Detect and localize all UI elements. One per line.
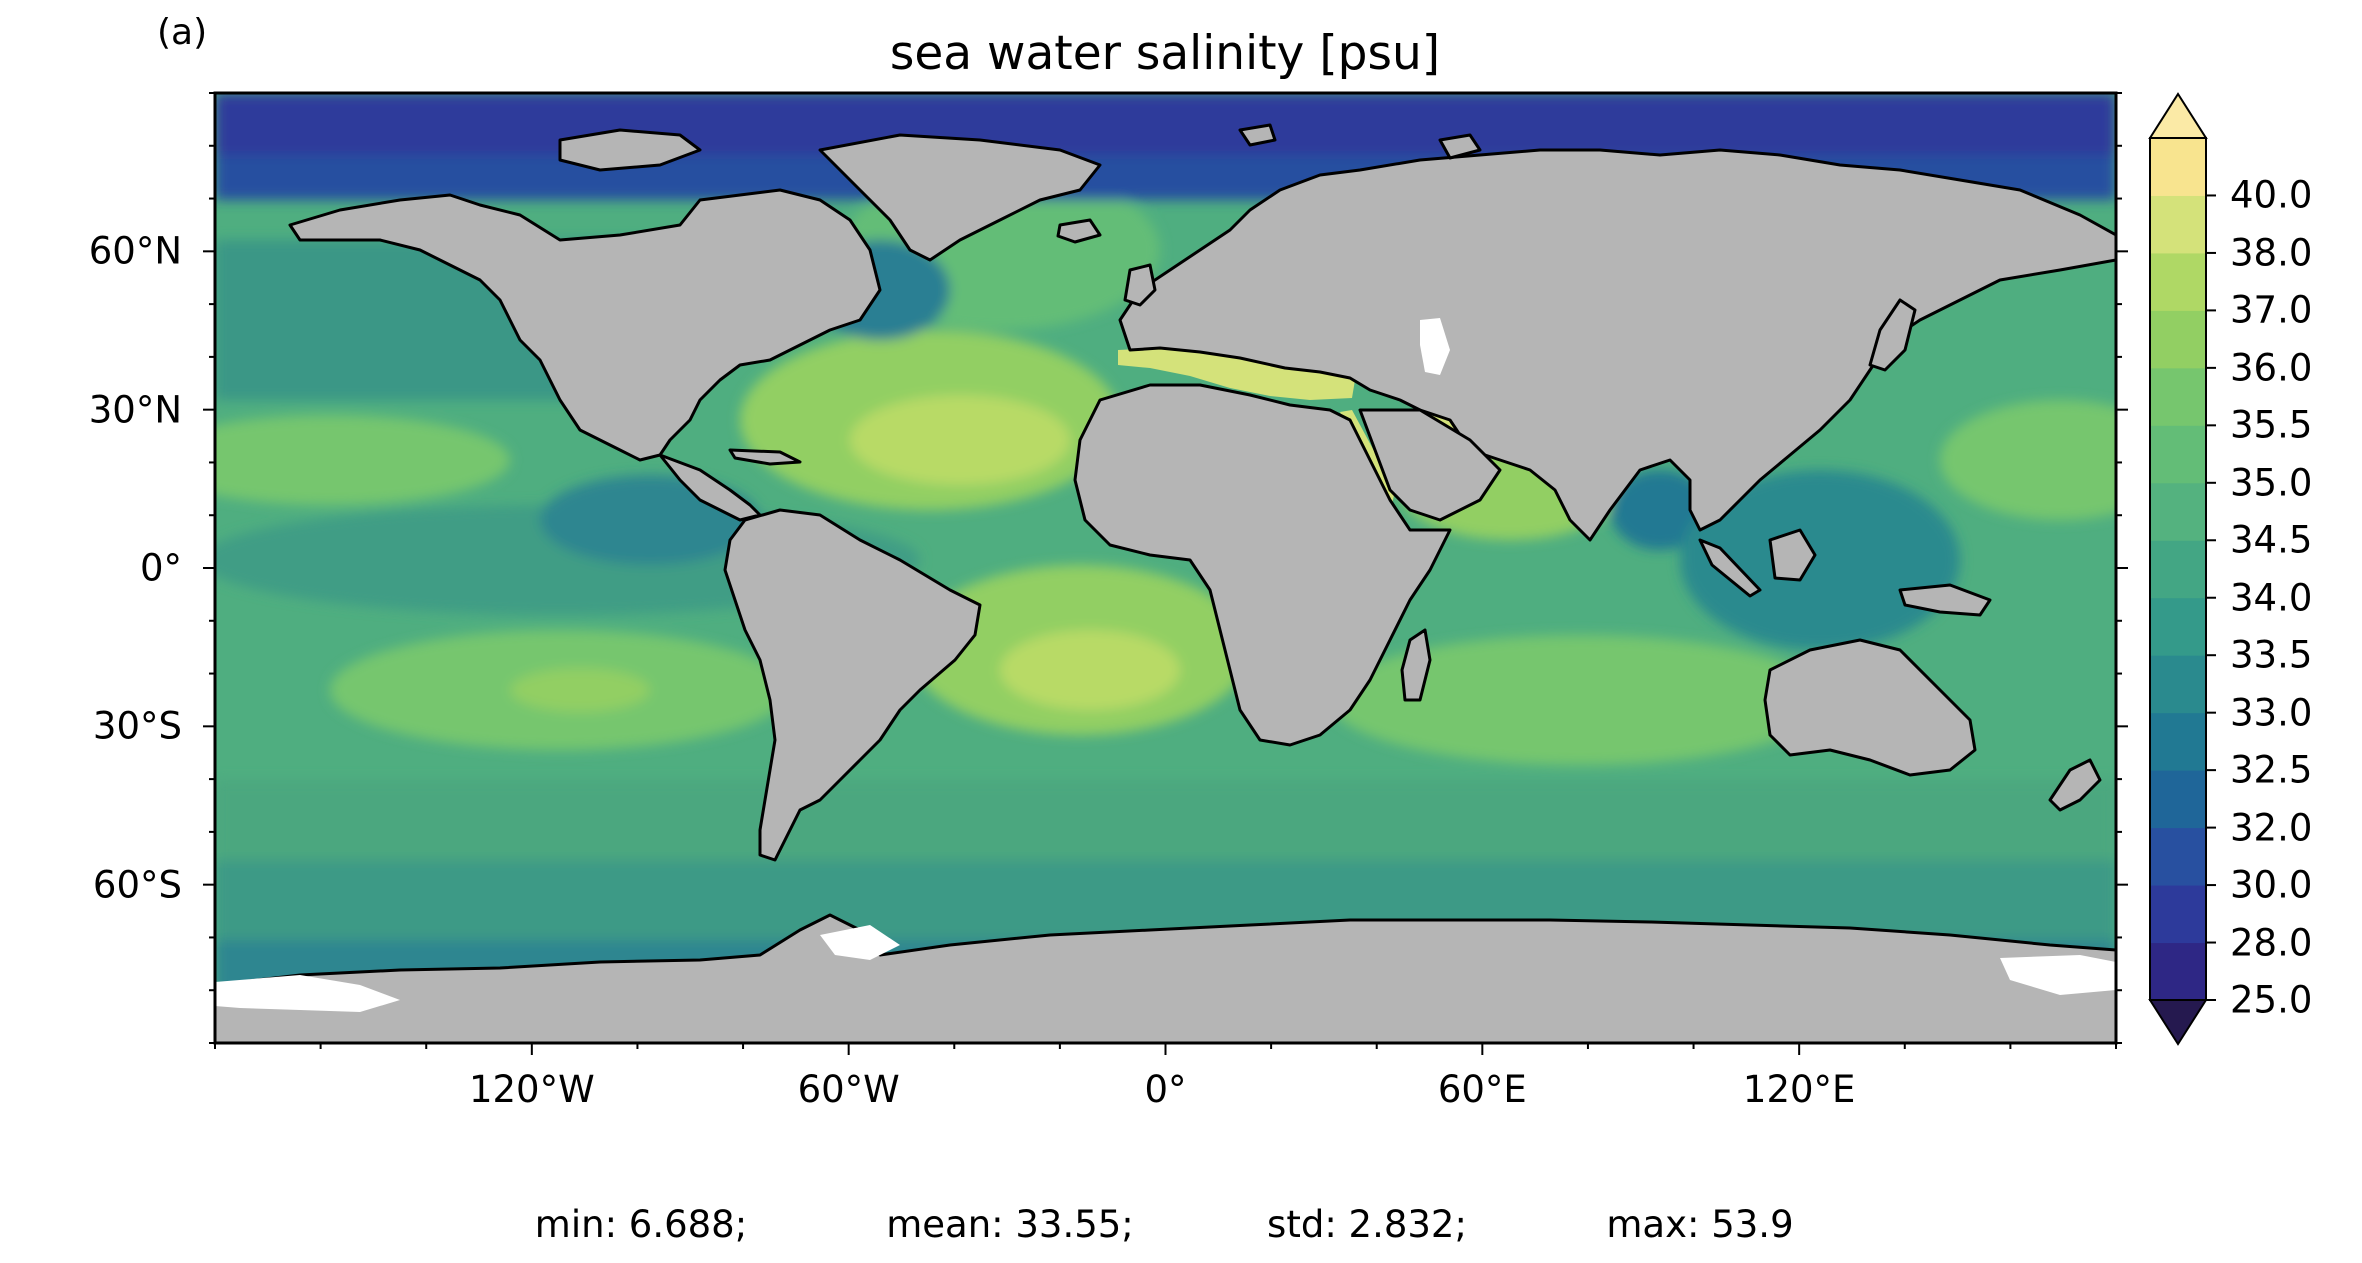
colorbar-segment [2150,655,2206,714]
colorbar-tick-label: 28.0 [2230,921,2313,965]
map-title: sea water salinity [psu] [889,26,1441,81]
colorbar-tick-label: 32.5 [2230,748,2313,792]
colorbar-tick-label: 33.5 [2230,633,2313,677]
colorbar-tick-label: 36.0 [2230,346,2313,390]
lat-tick-label: 0° [139,546,182,590]
lat-tick-label: 60°S [92,863,182,907]
colorbar-segment [2150,425,2206,484]
west-pacific-high [1940,400,2116,520]
north-pacific-gyre [215,415,510,505]
continent-antarctica [215,913,2116,1043]
colorbar-tick-label: 34.5 [2230,518,2313,562]
lat-tick-label: 60°N [88,229,182,273]
colorbar [2148,92,2216,1046]
island-iceland [1056,218,1102,244]
south-atlantic-max [1000,630,1180,710]
colorbar-segment [2150,138,2206,196]
mediterranean-sea [1118,348,1355,400]
colorbar-tick-label: 34.0 [2230,576,2313,620]
maritime-continent [1680,470,1960,650]
continent-australia [1763,638,1977,777]
colorbar-segment [2150,195,2206,254]
colorbar-tick-label: 30.0 [2230,863,2313,907]
colorbar-segment [2150,712,2206,771]
colorbar-frame [2149,137,2207,1001]
lon-tick-label: 60°E [1437,1068,1527,1111]
antarctic-ice-weddell [820,925,900,960]
island-japan [1868,298,1917,372]
lat-tick-label: 30°S [92,704,182,748]
colorbar-tick-label: 32.0 [2230,806,2313,850]
continent-greenland [818,133,1102,262]
colorbar-segment [2150,367,2206,426]
colorbar-extend-min [2148,999,2208,1046]
stat-mean: mean: 33.55; [886,1203,1134,1246]
stat-min: min: 6.688; [534,1203,748,1246]
colorbar-segment [2150,597,2206,656]
caspian-sea [1420,318,1450,375]
island-new-guinea [1898,583,1992,617]
continent-south-america [723,508,982,862]
lon-tick-label: 120°E [1742,1068,1856,1111]
island-svalbard [1238,123,1277,147]
lon-tick-label: 0° [1144,1068,1187,1111]
south-indian-gyre [1330,635,1830,765]
island-borneo [1768,528,1817,582]
colorbar-segment [2150,540,2206,599]
colorbar-segment [2150,942,2206,1001]
colorbar-tick-label: 33.0 [2230,691,2313,735]
colorbar-tick-label: 25.0 [2230,978,2313,1022]
colorbar-segment [2150,482,2206,541]
island-uk [1123,263,1157,307]
panel-label: (a) [157,12,208,53]
island-cuba [728,448,802,466]
colorbar-segment [2150,252,2206,311]
arctic-archipelago [558,128,702,172]
north-atlantic-max [850,395,1070,485]
colorbar-segment [2150,770,2206,829]
colorbar-segment [2150,310,2206,369]
land [215,123,2116,1043]
colorbar-tick-label: 40.0 [2230,173,2313,217]
stat-max: max: 53.9 [1606,1203,1794,1246]
colorbar-segment [2150,827,2206,886]
bay-of-bengal-fresh [1610,470,1710,550]
island-madagascar [1400,628,1432,702]
arabian-peninsula [1358,408,1502,522]
lon-tick-label: 120°W [468,1068,595,1111]
arctic-ocean-band [215,93,2116,163]
tick-layer [203,92,2128,1055]
colorbar-segment [2150,885,2206,944]
island-new-zealand [2048,758,2102,812]
continent-africa [1073,383,1452,747]
colorbar-tick-label: 37.0 [2230,288,2313,332]
antarctic-ice-west [215,975,400,1012]
lat-tick-label: 30°N [88,388,182,432]
south-pacific-max [510,668,650,712]
colorbar-tick-label: 35.5 [2230,403,2313,447]
stat-std: std: 2.832; [1267,1203,1467,1246]
island-sumatra [1698,538,1762,598]
island-novaya-zemlya [1438,133,1482,160]
colorbar-tick-label: 38.0 [2230,231,2313,275]
continent-eurasia [1118,148,2116,542]
lon-tick-label: 60°W [797,1068,900,1111]
antarctic-ice-east [2000,955,2116,995]
colorbar-extend-max [2148,92,2208,139]
sea-ice [215,318,2116,1012]
colorbar-tick-label: 35.0 [2230,461,2313,505]
